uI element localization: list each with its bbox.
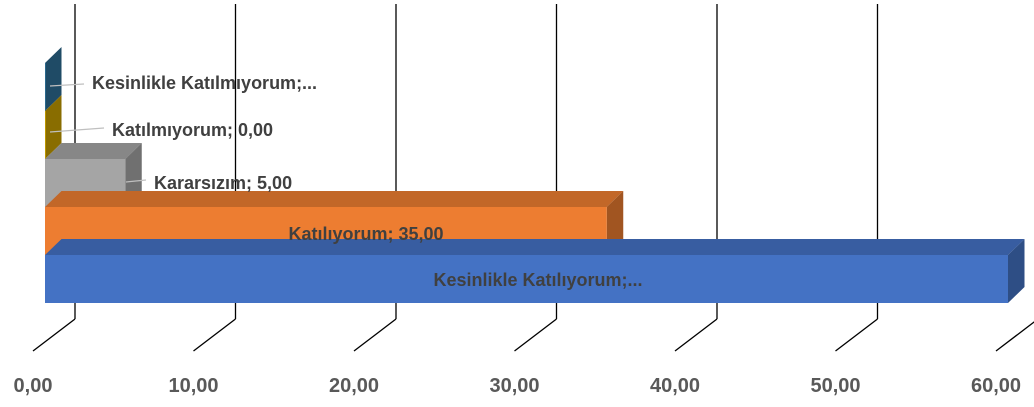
bar-front bbox=[45, 255, 1008, 303]
bar-top bbox=[45, 191, 624, 207]
x-tick-label: 40,00 bbox=[650, 375, 700, 397]
label-leader-line bbox=[125, 179, 147, 183]
x-tick-label: 50,00 bbox=[810, 375, 860, 397]
label-leader-line bbox=[49, 83, 85, 87]
data-label: Kararsızım; 5,00 bbox=[154, 173, 292, 193]
bar-front bbox=[45, 111, 46, 159]
gridline-floor bbox=[32, 318, 76, 352]
data-label: Kesinlikle Katılmıyorum;... bbox=[92, 73, 317, 93]
x-axis-ticks: 0,00 10,00 20,00 30,00 40,00 50,00 60,00 bbox=[14, 375, 1022, 397]
x-tick-label: 0,00 bbox=[14, 375, 53, 397]
x-tick-label: 10,00 bbox=[168, 375, 218, 397]
data-labels: Kesinlikle Katılıyorum;... Katılıyorum; 3… bbox=[49, 73, 643, 290]
x-tick-label: 20,00 bbox=[329, 375, 379, 397]
bar-top bbox=[45, 239, 1025, 255]
gridline-floor bbox=[193, 318, 236, 352]
x-tick-label: 30,00 bbox=[489, 375, 539, 397]
bar bbox=[45, 239, 1025, 303]
gridline-floor bbox=[674, 318, 718, 352]
bar-top bbox=[45, 143, 142, 159]
bars bbox=[45, 47, 1025, 303]
gridline-floor bbox=[995, 321, 1034, 352]
bar-side bbox=[45, 95, 62, 159]
gridline-floor bbox=[353, 318, 397, 352]
data-label: Katılıyorum; 35,00 bbox=[288, 224, 443, 244]
gridlines bbox=[32, 4, 1034, 352]
bar-front bbox=[45, 63, 46, 111]
x-tick-label: 60,00 bbox=[971, 375, 1021, 397]
bar bbox=[45, 95, 62, 159]
gridline-floor bbox=[514, 318, 557, 352]
bar-side bbox=[45, 47, 62, 111]
gridline-floor bbox=[835, 318, 878, 352]
bar-side bbox=[1008, 239, 1025, 303]
data-label: Kesinlikle Katılıyorum;... bbox=[433, 270, 642, 290]
label-leader-line bbox=[49, 127, 105, 133]
data-label: Katılmıyorum; 0,00 bbox=[112, 120, 273, 140]
bar bbox=[45, 47, 62, 111]
